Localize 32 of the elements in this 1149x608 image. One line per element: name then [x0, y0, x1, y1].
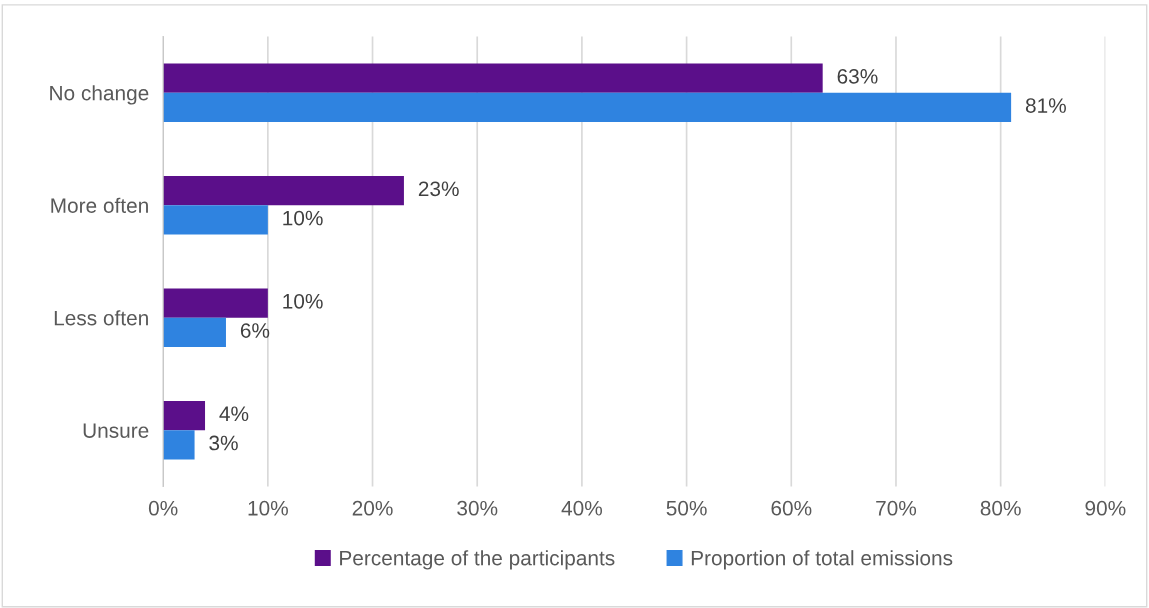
x-tick-label: 90% [1085, 500, 1126, 516]
bar [163, 92, 1012, 122]
bar [163, 205, 268, 235]
bar [163, 63, 823, 93]
bar [163, 288, 268, 318]
data-label: 23% [418, 181, 459, 197]
x-tick-label: 30% [457, 500, 498, 516]
data-label: 10% [283, 210, 323, 226]
bar [163, 430, 195, 460]
x-tick-label: 10% [248, 500, 288, 516]
data-label: 4% [219, 406, 249, 422]
x-tick-label: 20% [352, 500, 393, 516]
x-tick-label: 40% [561, 500, 603, 516]
data-label: 6% [240, 323, 270, 338]
data-label: 63% [837, 68, 878, 84]
x-tick-label: 50% [666, 500, 707, 516]
x-tick-label: 60% [771, 500, 812, 516]
x-tick-label: 0% [148, 500, 178, 516]
data-label: 10% [283, 293, 323, 309]
legend-label: Percentage of the participants [340, 550, 615, 570]
data-label: 3% [209, 435, 238, 451]
y-tick-label: Unsure [83, 423, 149, 438]
y-tick-label: Less often [54, 310, 148, 326]
bar [163, 175, 404, 206]
legend-label: Proportion of total emissions [691, 550, 953, 570]
data-label: 81% [1025, 98, 1066, 113]
x-tick-label: 80% [980, 500, 1021, 516]
x-tick-label: 70% [876, 500, 917, 516]
bar [163, 317, 226, 347]
bar [163, 400, 206, 431]
y-tick-label: More often [51, 197, 148, 213]
y-tick-label: No change [50, 85, 149, 105]
